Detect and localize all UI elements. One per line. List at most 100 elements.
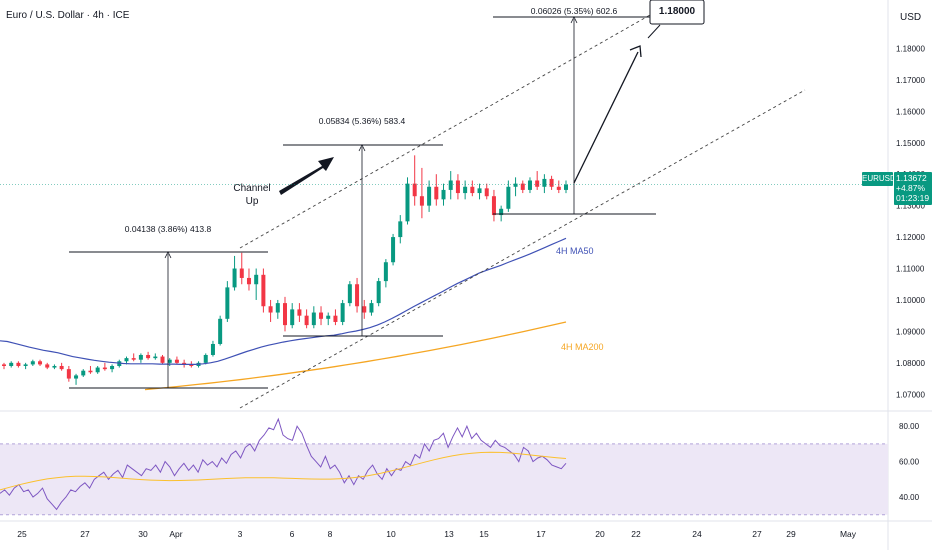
candle-body [470, 186, 475, 194]
candle-body [261, 274, 266, 307]
price-tick-label: 1.11000 [896, 265, 925, 274]
candle-body [434, 186, 439, 200]
rsi-line [0, 417, 567, 511]
candle-body [81, 370, 86, 376]
candle-body [391, 237, 396, 263]
ma50-label: 4H MA50 [556, 246, 594, 256]
candle-body [319, 312, 324, 319]
price-tick-label: 1.13000 [896, 202, 925, 211]
target-callout-text: 1.18000 [659, 6, 696, 17]
channel-lower-line [239, 89, 806, 409]
candle-body [326, 315, 331, 319]
candle-body [138, 354, 143, 360]
candle-body [2, 364, 6, 366]
candle-body [52, 365, 57, 368]
currency-label: USD [900, 12, 922, 23]
time-tick-label: 22 [631, 529, 641, 539]
candle-body [520, 183, 525, 190]
time-tick-label: 17 [536, 529, 546, 539]
candle-body [160, 356, 165, 363]
candle-body [355, 284, 360, 307]
candle-body [527, 180, 532, 190]
last-price-box: 1.13672 +4.87% 01:23:19 [894, 172, 932, 205]
target-callout-pointer [647, 24, 661, 39]
candle-body [362, 306, 367, 313]
ma200-label: 4H MA200 [561, 342, 604, 352]
time-tick-label: 10 [386, 529, 396, 539]
candle-body [110, 365, 115, 370]
channel-label-line-1: Channel [233, 183, 270, 194]
candle-body [311, 312, 316, 326]
candle-body [304, 315, 309, 326]
candle-body [564, 184, 568, 190]
candle-body [174, 359, 179, 363]
time-tick-label: 15 [479, 529, 489, 539]
time-tick-label: 24 [692, 529, 702, 539]
time-tick-label: 29 [786, 529, 796, 539]
measure-2-arrowhead [358, 144, 366, 152]
candle-body [268, 306, 273, 313]
candle-body [491, 196, 496, 216]
rsi-band [0, 443, 888, 515]
candle-body [131, 358, 136, 360]
measure-3-arrowhead [570, 16, 578, 24]
candle-body [124, 358, 129, 362]
price-tick-label: 1.16000 [896, 107, 925, 116]
price-tick-label: 1.17000 [896, 76, 925, 85]
price-tick-label: 1.07000 [896, 390, 925, 399]
measure-1-label: 0.04138 (3.86%) 413.8 [125, 224, 212, 234]
candle-body [38, 361, 43, 365]
candle-body [9, 362, 14, 366]
candle-body [535, 180, 540, 187]
candle-body [210, 343, 215, 355]
candle-body [419, 196, 424, 206]
time-tick-label: Apr [169, 529, 182, 539]
candle-body [182, 362, 187, 365]
candle-body [542, 178, 547, 187]
candle-body [95, 367, 100, 373]
bar-countdown: 01:23:19 [896, 193, 930, 203]
target-arrow-line [573, 51, 639, 184]
channel-up-arrow [279, 157, 334, 195]
candle-body [153, 356, 158, 359]
price-tick-label: 1.12000 [896, 233, 925, 242]
rsi-ma-line [0, 451, 567, 491]
symbol-title: Euro / U.S. Dollar · 4h · ICE [6, 10, 130, 21]
candle-body [347, 284, 352, 304]
candle-body [232, 268, 237, 288]
time-tick-label: 25 [17, 529, 27, 539]
measure-1-arrowhead [164, 251, 172, 259]
target-callout-box [649, 0, 705, 25]
candle-body [203, 354, 208, 363]
candle-body [297, 309, 302, 316]
time-tick-label: 6 [290, 529, 295, 539]
time-tick-label: 3 [238, 529, 243, 539]
candle-body [88, 370, 93, 373]
time-tick-label: 13 [444, 529, 454, 539]
candle-body [477, 188, 482, 194]
candle-body [102, 367, 107, 370]
candle-body [383, 262, 388, 282]
candle-body [275, 303, 280, 313]
candle-body [246, 277, 251, 285]
rsi-tick-label: 80.00 [899, 422, 920, 431]
price-tick-label: 1.15000 [896, 139, 925, 148]
candle-body [16, 362, 21, 366]
candle-body [225, 287, 230, 319]
candle-body [412, 183, 417, 197]
time-tick-label: 8 [328, 529, 333, 539]
candle-body [405, 183, 410, 222]
candle-body [45, 364, 50, 368]
price-tick-label: 1.18000 [896, 44, 925, 53]
candle-body [340, 303, 345, 322]
candle-body [146, 354, 151, 359]
candle-body [455, 180, 460, 194]
channel-label-line-2: Up [246, 196, 259, 207]
price-tick-label: 1.08000 [896, 359, 925, 368]
price-tick-label: 1.09000 [896, 327, 925, 336]
symbol-price-tag: EURUSD [862, 172, 896, 186]
candle-body [290, 309, 295, 326]
candle-body [218, 318, 223, 344]
